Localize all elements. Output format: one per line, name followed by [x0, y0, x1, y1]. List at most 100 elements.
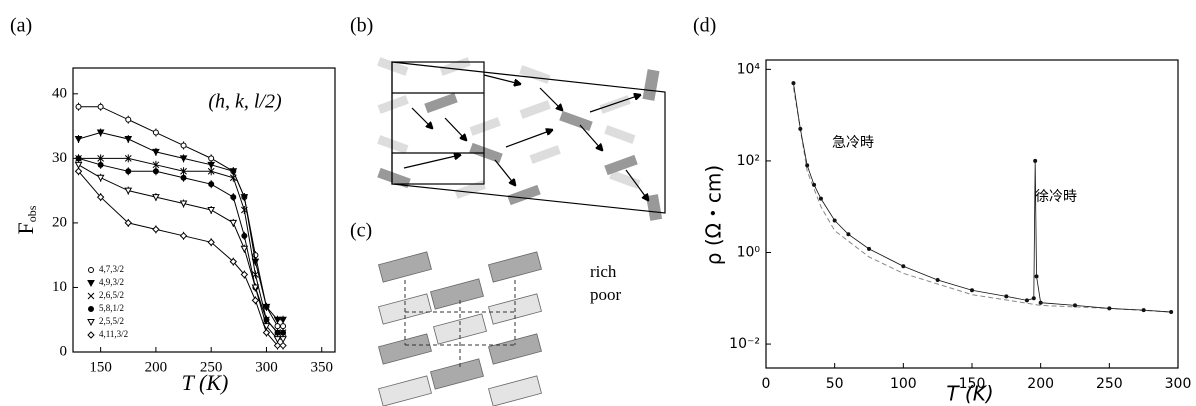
panel-label: (c) — [350, 220, 372, 242]
marker — [153, 169, 158, 174]
marker — [230, 220, 236, 226]
legend-label: 5,8,1/2 — [99, 303, 124, 313]
data-point — [1169, 310, 1173, 314]
data-point — [1025, 298, 1029, 302]
label-poor: poor — [590, 285, 622, 304]
x-tick-label: 300 — [1165, 376, 1192, 392]
legend-label: 2,6,5/2 — [99, 290, 124, 300]
data-point — [1035, 274, 1039, 278]
x-axis-label: T (K) — [946, 382, 993, 406]
marker — [241, 246, 247, 252]
y-axis-label-sub: obs — [25, 205, 39, 222]
x-axis-label: T (K) — [182, 370, 229, 395]
plot-frame — [766, 60, 1178, 368]
x-tick-label: 50 — [826, 376, 844, 392]
marker — [76, 104, 81, 109]
marker — [98, 162, 103, 167]
series-annotation: 急冷時 — [832, 135, 874, 151]
data-point — [833, 218, 837, 222]
legend-label: 4,9,3/2 — [99, 277, 124, 287]
marker — [209, 182, 214, 187]
y-tick-label: 30 — [52, 150, 67, 166]
label-rich: rich — [590, 262, 617, 281]
diagram-c: rich poor — [379, 252, 622, 406]
legend-label: 4,7,3/2 — [99, 264, 124, 274]
marker — [209, 156, 214, 161]
figure: (a) (b) (c) (d) — [0, 0, 1196, 406]
marker — [153, 226, 159, 232]
panel-label: (b) — [350, 15, 373, 37]
marker — [76, 137, 82, 143]
x-tick-label: 0 — [762, 376, 771, 392]
panel-label: (d) — [693, 15, 716, 37]
data-point — [1073, 303, 1077, 307]
marker — [208, 208, 214, 214]
x-tick-label: 250 — [1096, 376, 1123, 392]
data-point — [791, 81, 795, 85]
marker — [126, 117, 131, 122]
marker — [88, 281, 94, 287]
data-point — [1107, 306, 1111, 310]
marker — [76, 162, 82, 168]
legend-label: 2,5,5/2 — [99, 316, 124, 326]
marker — [252, 297, 258, 303]
marker — [98, 104, 103, 109]
y-tick-label: 40 — [52, 85, 67, 101]
y-tick-label: 10⁴ — [737, 61, 761, 77]
marker — [242, 233, 247, 238]
marker — [126, 169, 131, 174]
annotation: (h, k, l/2) — [208, 91, 282, 113]
spin-arrows — [404, 75, 648, 200]
data-point — [936, 278, 940, 282]
data-point — [1004, 294, 1008, 298]
marker — [88, 293, 94, 299]
marker — [280, 343, 286, 349]
data-point — [901, 264, 905, 268]
series-line — [793, 83, 1171, 312]
marker — [88, 320, 94, 326]
series-line — [793, 88, 1171, 312]
marker — [76, 156, 81, 161]
marker — [181, 175, 186, 180]
marker — [181, 233, 187, 239]
y-tick-label: 20 — [52, 214, 67, 230]
data-point — [798, 127, 802, 131]
marker — [275, 330, 280, 335]
panel-label: (a) — [10, 15, 32, 37]
y-tick-label: 0 — [60, 343, 68, 359]
marker — [153, 130, 158, 135]
y-tick-label: 10⁻² — [729, 336, 760, 352]
y-tick-label: 10⁰ — [737, 244, 761, 260]
data-point — [1032, 296, 1036, 300]
x-tick-label: 200 — [1027, 376, 1054, 392]
marker — [88, 332, 94, 338]
x-tick-label: 350 — [310, 359, 333, 375]
diagram-b — [377, 57, 665, 221]
data-point — [805, 163, 809, 167]
data-point — [1033, 159, 1037, 163]
marker — [231, 195, 236, 200]
marker — [89, 268, 94, 273]
x-tick-label: 150 — [89, 359, 112, 375]
marker — [281, 324, 286, 329]
marker — [89, 307, 94, 312]
marker — [181, 143, 186, 148]
marker — [275, 324, 280, 329]
data-point — [1142, 308, 1146, 312]
y-tick-label: 10² — [737, 153, 760, 169]
data-point — [812, 183, 816, 187]
x-tick-label: 300 — [255, 359, 278, 375]
marker — [281, 330, 286, 335]
y-tick-label: 10 — [52, 279, 67, 295]
y-axis-label: Fobs — [13, 205, 39, 234]
y-axis-label: ρ (Ω・cm) — [702, 165, 726, 265]
legend-label: 4,11,3/2 — [99, 329, 128, 339]
series-annotation: 徐冷時 — [1035, 189, 1077, 205]
data-point — [846, 232, 850, 236]
marker — [98, 175, 104, 181]
data-point — [1039, 301, 1043, 305]
data-point — [970, 288, 974, 292]
data-point — [867, 247, 871, 251]
x-tick-label: 100 — [890, 376, 917, 392]
data-point — [819, 197, 823, 201]
